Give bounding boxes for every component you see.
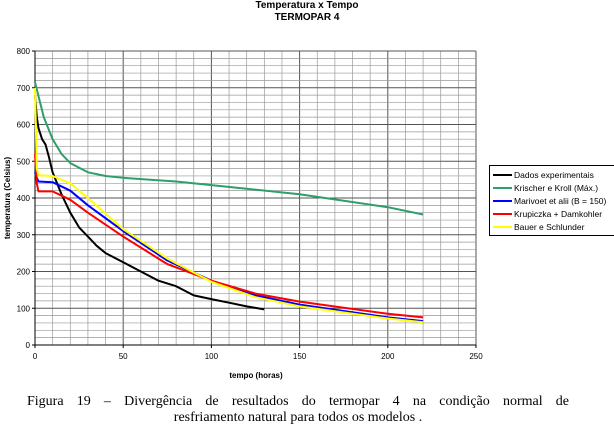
legend-swatch <box>493 186 512 189</box>
legend-item: Krupiczka + Damkohler <box>493 207 614 220</box>
series-line-krischer-e-kroll-m-x- <box>34 81 424 216</box>
series-line-bauer-e-schlunder <box>34 87 424 324</box>
y-tick-label: 500 <box>17 157 31 166</box>
x-tick-label: 200 <box>381 352 395 361</box>
y-tick-label: 400 <box>17 194 31 203</box>
legend: Dados experimentais Krischer e Kroll (Máx… <box>489 165 614 236</box>
line-chart: 0 50 100 150 200 250 0 100 200 300 400 500 600 700 800… <box>3 47 484 380</box>
x-tick-label: 150 <box>293 352 307 361</box>
x-axis-label: tempo (horas) <box>229 371 283 380</box>
series-line-krupiczka-damkohler <box>34 153 424 319</box>
caption-line-1: Figura 19 – Divergência de resultados do… <box>27 394 569 409</box>
y-tick-label: 300 <box>17 231 31 240</box>
axes: 0 50 100 150 200 250 0 100 200 300 400 500 600 700 800 <box>17 47 484 361</box>
legend-swatch <box>493 212 512 215</box>
legend-item: Bauer e Schlunder <box>493 220 614 233</box>
y-tick-label: 100 <box>17 304 31 313</box>
x-tick-label: 250 <box>469 352 483 361</box>
legend-swatch <box>493 199 512 202</box>
legend-swatch <box>493 225 512 228</box>
legend-label: Krupiczka + Damkohler <box>514 208 603 219</box>
legend-item: Marivoet et alii (B = 150) <box>493 194 614 207</box>
caption-line-2: resfriamento natural para todos os model… <box>173 410 423 425</box>
legend-label: Marivoet et alii (B = 150) <box>514 195 607 206</box>
subtitle: TERMOPAR 4 <box>274 12 340 23</box>
series-line-dados-experimentais <box>34 95 265 311</box>
x-tick-label: 100 <box>205 352 219 361</box>
chart-title: Temperatura x Tempo TERMOPAR 4 <box>0 0 614 24</box>
legend-item: Krischer e Kroll (Máx.) <box>493 181 614 194</box>
legend-label: Krischer e Kroll (Máx.) <box>514 182 599 193</box>
legend-label: Dados experimentais <box>514 169 594 180</box>
series-line-marivoet-et-alii-b-150- <box>34 171 424 323</box>
legend-swatch <box>493 173 512 176</box>
grid <box>34 50 477 346</box>
figure-caption: Figura 19 – Divergência de resultados do… <box>27 394 569 426</box>
x-tick-label: 50 <box>119 352 128 361</box>
y-tick-label: 0 <box>26 341 31 350</box>
y-tick-label: 600 <box>17 121 31 130</box>
y-tick-label: 700 <box>17 84 31 93</box>
title: Temperatura x Tempo <box>255 0 359 11</box>
legend-label: Bauer e Schlunder <box>514 221 585 232</box>
y-axis-label: temperatura (Celsius) <box>3 157 12 240</box>
legend-item: Dados experimentais <box>493 168 614 181</box>
y-tick-label: 800 <box>17 47 31 56</box>
series-lines <box>34 81 424 324</box>
x-tick-label: 0 <box>33 352 38 361</box>
y-tick-label: 200 <box>17 268 31 277</box>
